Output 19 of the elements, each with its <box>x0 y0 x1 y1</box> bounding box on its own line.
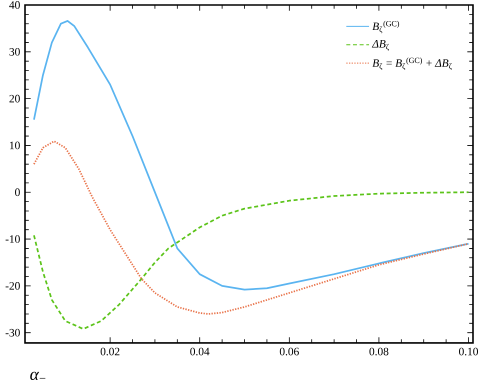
line-series <box>33 191 470 330</box>
legend-label: ΔB$_{ζ}$ <box>372 40 389 51</box>
y-tick-label: -10 <box>6 235 20 243</box>
y-tick-label: 20 <box>9 94 20 102</box>
y-tick-label: -20 <box>6 282 20 290</box>
text: B$_{ζ}$ = B$_{ζ}$$^{(GC)}$ + ΔB$_{ζ}$ <box>372 57 452 70</box>
x-tick-label: 0.08 <box>369 348 388 356</box>
y-tick-label: 40 <box>9 1 20 9</box>
y-tick-label: 0 <box>15 188 20 196</box>
x-tick-label: 0.10 <box>459 348 478 356</box>
y-tick-label: -30 <box>6 328 20 337</box>
x-tick-label: 0.06 <box>280 348 299 356</box>
line-series <box>33 140 470 315</box>
x-tick-label: 0.02 <box>100 348 120 356</box>
x-tick-label: 0.04 <box>190 348 210 356</box>
y-tick-label: 10 <box>10 142 20 150</box>
line-series <box>33 20 470 290</box>
y-tick-label: 30 <box>10 48 20 56</box>
x-axis-title: α$_{−}$ <box>30 372 46 380</box>
